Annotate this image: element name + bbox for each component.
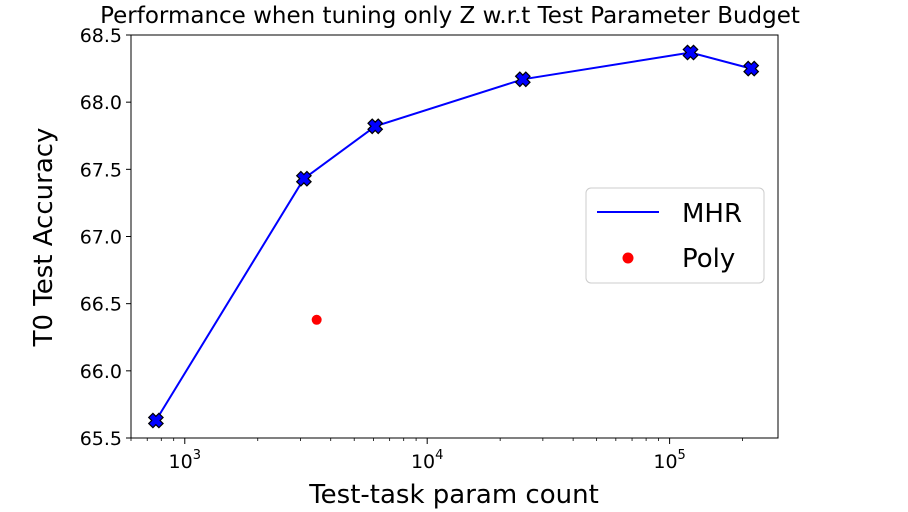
y-tick-label: 65.5 bbox=[80, 428, 122, 450]
legend-mhr-label: MHR bbox=[682, 199, 742, 229]
data-point-mhr bbox=[743, 60, 760, 77]
y-tick-label: 67.0 bbox=[80, 227, 122, 249]
x-tick-label: 105 bbox=[653, 448, 685, 473]
x-axis-label: Test-task param count bbox=[308, 480, 599, 510]
legend-poly-label: Poly bbox=[682, 244, 735, 274]
series-layer bbox=[147, 44, 760, 429]
y-axis-ticks: 65.5 66.0 66.5 67.0 67.5 68.0 68.5 bbox=[80, 25, 131, 450]
y-tick-label: 67.5 bbox=[80, 159, 122, 181]
y-tick-label: 66.5 bbox=[80, 294, 122, 316]
data-point-mhr bbox=[147, 412, 164, 429]
x-tick-label: 103 bbox=[169, 448, 201, 473]
x-axis-ticks: 103 104 105 bbox=[169, 438, 686, 473]
y-tick-label: 66.0 bbox=[80, 361, 122, 383]
x-axis-minor-ticks bbox=[130, 438, 743, 441]
y-tick-label: 68.5 bbox=[80, 25, 122, 47]
legend-poly-marker bbox=[622, 252, 634, 264]
data-point-poly bbox=[311, 314, 322, 325]
chart-title: Performance when tuning only Z w.r.t Tes… bbox=[100, 3, 800, 29]
x-tick-label: 104 bbox=[411, 448, 443, 473]
legend: MHR Poly bbox=[585, 187, 765, 284]
y-axis-label: T0 Test Accuracy bbox=[29, 128, 59, 348]
data-point-mhr bbox=[682, 44, 699, 61]
data-point-mhr bbox=[295, 170, 312, 187]
series-line-mhr bbox=[155, 51, 752, 422]
y-tick-label: 68.0 bbox=[80, 92, 122, 114]
data-point-mhr bbox=[514, 71, 531, 88]
data-point-mhr bbox=[367, 118, 384, 135]
